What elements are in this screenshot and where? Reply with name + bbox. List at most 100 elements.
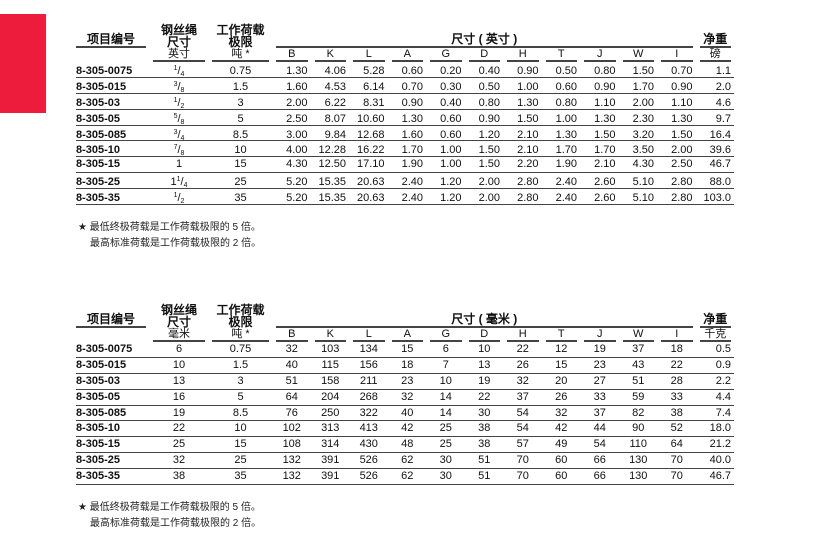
rope-size-header-line: 尺寸 xyxy=(166,315,191,329)
fraction-slash: / xyxy=(180,176,184,189)
dim-A: 23 xyxy=(401,374,414,387)
part-number-header: 项目编号 xyxy=(76,313,146,328)
dim-I: 18 xyxy=(670,342,683,355)
dim-D: 0.40 xyxy=(478,65,500,77)
net-weight: 9.7 xyxy=(715,112,731,125)
part-number-header-line: 项目编号 xyxy=(86,312,135,326)
dim-D: 0.80 xyxy=(478,96,500,109)
dim-T: 60 xyxy=(555,454,568,467)
dim-column-H: H xyxy=(507,328,539,342)
part-number: 8-305-10 xyxy=(76,422,121,435)
dim-T: 2.40 xyxy=(555,192,577,205)
rope-denominator: 8 xyxy=(180,86,185,94)
load-unit: 吨 * xyxy=(212,328,269,342)
table-row: 8-305-35 38 35 132 391 526 62 30 51 70 60 66 130 70 46… xyxy=(76,469,734,486)
dim-T: 20 xyxy=(555,374,568,387)
dim-B: 3.00 xyxy=(286,128,308,141)
dim-T: 15 xyxy=(555,358,568,371)
net-weight: 46.7 xyxy=(709,158,731,171)
dim-L: 10.60 xyxy=(356,112,385,125)
footnote-imperial: ★ 最低终极荷载是工作荷载极限的 5 倍。 最高标准荷载是工作荷载极限的 2 倍… xyxy=(78,220,261,252)
fraction-slash: / xyxy=(177,96,181,109)
rope-denominator: 2 xyxy=(180,102,185,110)
table-row: 8-305-05 16 5 64 204 268 32 14 22 37 26 33 59 33 4.4 xyxy=(76,390,734,406)
dim-I: 33 xyxy=(670,390,683,403)
load-limit: 10 xyxy=(234,144,247,157)
dim-column-G: G xyxy=(430,48,462,62)
part-number: 8-305-0075 xyxy=(76,65,133,77)
units-row: 英寸吨 * B K L A G D H T J W I 磅 xyxy=(76,48,734,62)
dim-W: 59 xyxy=(632,390,645,403)
dim-B: 102 xyxy=(282,422,301,435)
dim-K: 15.35 xyxy=(318,192,346,205)
dim-G: 0.30 xyxy=(440,80,462,93)
load-limit-header-line: 工作荷载 xyxy=(216,23,265,37)
dim-J: 2.60 xyxy=(594,176,616,189)
dim-W: 90 xyxy=(632,422,645,435)
dim-A: 0.70 xyxy=(401,80,423,93)
dim-I: 64 xyxy=(670,438,683,451)
rope-size: 1/2 xyxy=(153,94,205,113)
load-limit-header-line: 极限 xyxy=(228,315,253,329)
dim-A: 42 xyxy=(401,422,414,435)
rope-size: 22 xyxy=(172,422,186,435)
part-number: 8-305-085 xyxy=(76,128,127,141)
rope-whole: 1 xyxy=(170,176,177,189)
rope-size-header: 钢丝绳 尺寸 xyxy=(153,24,205,48)
load-limit: 3 xyxy=(237,96,244,109)
dim-G: 7 xyxy=(442,358,449,371)
load-limit: 5 xyxy=(237,112,244,125)
table-row: 8-305-15 25 15 108 314 430 48 25 38 57 49 54 110 64 21… xyxy=(76,437,734,454)
dim-I: 2.80 xyxy=(671,176,693,189)
net-weight: 18.0 xyxy=(709,422,731,435)
dim-L: 413 xyxy=(359,422,378,435)
dim-I: 0.90 xyxy=(671,80,693,93)
part-number: 8-305-35 xyxy=(76,192,121,205)
dim-I: 22 xyxy=(670,358,683,371)
dim-L: 268 xyxy=(359,390,378,403)
net-weight: 46.7 xyxy=(709,470,731,483)
dim-A: 40 xyxy=(401,406,414,419)
dim-A: 1.90 xyxy=(401,158,423,171)
footnote-line-1: ★ 最低终极荷载是工作荷载极限的 5 倍。 xyxy=(78,222,261,233)
rope-size-header-line: 尺寸 xyxy=(166,35,191,49)
dim-W: 2.30 xyxy=(632,112,654,125)
dim-T: 0.80 xyxy=(555,96,577,109)
rope-size: 25 xyxy=(172,438,186,451)
dim-column-L: L xyxy=(353,48,385,62)
fraction-slash: / xyxy=(177,80,181,93)
dim-L: 526 xyxy=(359,454,378,467)
dim-J: 33 xyxy=(593,390,606,403)
weight-header: 净重 xyxy=(699,33,731,48)
dim-H: 2.20 xyxy=(517,158,539,171)
dim-J: 66 xyxy=(593,470,606,483)
net-weight: 16.4 xyxy=(709,128,731,141)
dim-T: 60 xyxy=(555,470,568,483)
dim-A: 48 xyxy=(401,438,414,451)
dim-K: 158 xyxy=(321,374,340,387)
table-row: 8-305-25 32 25 132 391 526 62 30 51 70 60 66 130 70 40… xyxy=(76,453,734,470)
net-weight: 1.1 xyxy=(715,65,731,77)
rope-size: 1/2 xyxy=(153,189,205,208)
rope-numerator: 7 xyxy=(173,144,178,152)
rope-size: 11/4 xyxy=(153,173,205,192)
dim-D: 10 xyxy=(478,342,491,355)
footnote-metric: ★ 最低终极荷载是工作荷载极限的 5 倍。 最高标准荷载是工作荷载极限的 2 倍… xyxy=(78,500,261,532)
dim-column-K: K xyxy=(314,48,346,62)
dim-L: 8.31 xyxy=(363,96,385,109)
rope-size: 1 xyxy=(153,158,205,171)
load-limit: 25 xyxy=(234,454,247,467)
dim-W: 37 xyxy=(632,342,645,355)
header-row: 项目编号 钢丝绳 尺寸 工作荷载 极限 尺寸 ( 英寸 ) 净重 xyxy=(76,20,734,48)
part-number-header-line: 项目编号 xyxy=(86,32,135,46)
dim-W: 4.30 xyxy=(632,158,654,171)
load-limit: 15 xyxy=(234,438,247,451)
load-limit: 10 xyxy=(234,422,247,435)
dim-T: 42 xyxy=(555,422,568,435)
rope-size: 16 xyxy=(172,390,186,403)
table-row: 8-305-0075 6 0.75 32 103 134 15 6 10 22 12 19 37 18 0.… xyxy=(76,342,734,358)
dim-B: 51 xyxy=(285,374,298,387)
dim-J: 2.10 xyxy=(594,158,616,171)
dim-A: 0.90 xyxy=(401,96,423,109)
rope-size: 13 xyxy=(172,374,186,387)
